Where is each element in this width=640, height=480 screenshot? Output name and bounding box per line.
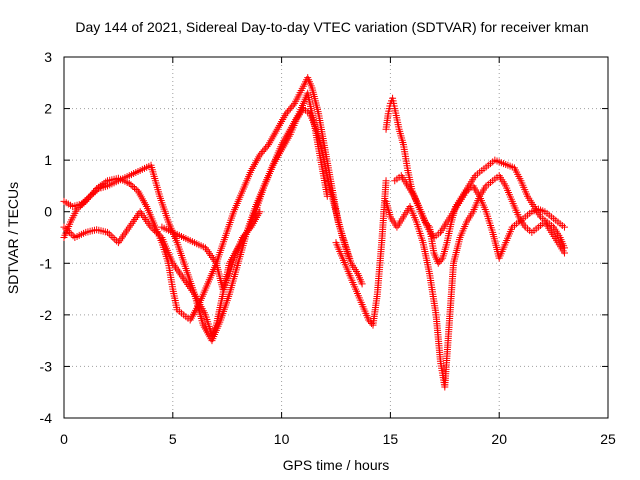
data-point-interp xyxy=(259,148,267,156)
y-tick-label: -1 xyxy=(40,255,53,271)
series-track-h xyxy=(391,172,568,262)
data-point-interp xyxy=(149,225,157,233)
y-tick-label: 3 xyxy=(44,49,52,65)
data-point-interp xyxy=(151,227,159,235)
series-track-d xyxy=(158,208,264,293)
y-tick-label: 2 xyxy=(44,101,52,117)
data-point-interp xyxy=(107,232,115,240)
data-point-interp xyxy=(67,230,75,238)
data-point xyxy=(282,110,290,118)
data-point-interp xyxy=(105,230,113,238)
data-point-interp xyxy=(289,101,297,109)
plot-frame xyxy=(63,56,609,419)
y-axis-label: SDTVAR / TECUs xyxy=(5,182,21,294)
x-tick-label: 10 xyxy=(274,431,290,447)
data-point xyxy=(323,192,331,200)
data-point xyxy=(238,234,246,241)
data-point-interp xyxy=(241,230,249,238)
data-point-interp xyxy=(286,105,294,113)
data-point-interp xyxy=(283,108,291,116)
data-point-interp xyxy=(240,232,248,240)
data-point-interp xyxy=(154,230,162,238)
data-point-interp xyxy=(127,181,135,189)
x-tick-label: 15 xyxy=(383,431,399,447)
series-track-g xyxy=(382,172,568,391)
data-point-interp xyxy=(91,188,99,196)
data-point-interp xyxy=(109,234,117,241)
data-points xyxy=(60,74,568,391)
data-point-interp xyxy=(260,146,268,154)
data-point xyxy=(560,223,568,231)
series-track-e xyxy=(332,177,390,329)
data-point xyxy=(77,200,85,208)
series-track-b xyxy=(60,105,353,345)
data-point-interp xyxy=(69,232,77,240)
data-point xyxy=(365,316,373,324)
data-point-interp xyxy=(257,149,265,157)
data-point-interp xyxy=(81,197,89,205)
y-tick-label: -3 xyxy=(40,358,53,374)
data-point-interp xyxy=(62,225,70,233)
data-point-interp xyxy=(366,318,374,326)
data-point-interp xyxy=(84,194,92,202)
data-point xyxy=(125,179,133,187)
data-point xyxy=(86,192,94,200)
data-point xyxy=(382,177,390,185)
data-point-interp xyxy=(244,227,252,235)
data-point-interp xyxy=(262,144,270,152)
data-point xyxy=(60,223,68,231)
data-point xyxy=(358,280,366,288)
series-track-f xyxy=(382,94,568,267)
data-point-interp xyxy=(65,228,73,236)
data-point-interp xyxy=(79,198,87,206)
x-axis-label: GPS time / hours xyxy=(283,457,390,473)
data-point xyxy=(434,259,442,267)
y-tick-label: -4 xyxy=(40,410,53,426)
data-point-interp xyxy=(436,258,444,266)
data-point-interp xyxy=(246,225,254,233)
data-point-interp xyxy=(263,142,271,150)
data-point-interp xyxy=(152,228,160,236)
data-point xyxy=(104,228,112,236)
data-point xyxy=(560,249,568,257)
data-point-interp xyxy=(156,232,164,240)
x-tick-label: 25 xyxy=(600,431,616,447)
x-tick-label: 0 xyxy=(60,431,68,447)
data-point-interp xyxy=(64,227,72,235)
y-tick-label: 1 xyxy=(44,152,52,168)
series-track-a xyxy=(60,74,366,324)
data-point-interp xyxy=(131,184,139,192)
data-point xyxy=(256,151,264,159)
data-point-interp xyxy=(93,186,101,194)
data-point-interp xyxy=(129,182,137,190)
data-point-interp xyxy=(285,106,293,114)
data-point-interp xyxy=(288,103,296,111)
chart-title: Day 144 of 2021, Sidereal Day-to-day VTE… xyxy=(75,19,588,35)
axis-ticks xyxy=(63,56,609,419)
data-point-interp xyxy=(88,191,96,199)
data-point-interp xyxy=(83,195,91,203)
data-point-interp xyxy=(111,235,119,243)
data-point xyxy=(147,223,155,231)
x-tick-label: 5 xyxy=(169,431,177,447)
data-point-interp xyxy=(100,179,108,187)
data-point-interp xyxy=(243,228,251,236)
x-tick-labels: 0 5 10 15 20 25 xyxy=(60,431,616,447)
y-tick-labels: -4 -3 -2 -1 0 1 2 3 xyxy=(40,49,53,426)
data-point-interp xyxy=(90,189,98,197)
x-tick-label: 20 xyxy=(491,431,507,447)
data-point-interp xyxy=(437,256,445,264)
gridlines xyxy=(64,57,608,418)
data-point xyxy=(256,208,264,216)
data-point xyxy=(345,254,353,262)
y-tick-label: -2 xyxy=(40,307,53,323)
y-tick-label: 0 xyxy=(44,204,52,220)
